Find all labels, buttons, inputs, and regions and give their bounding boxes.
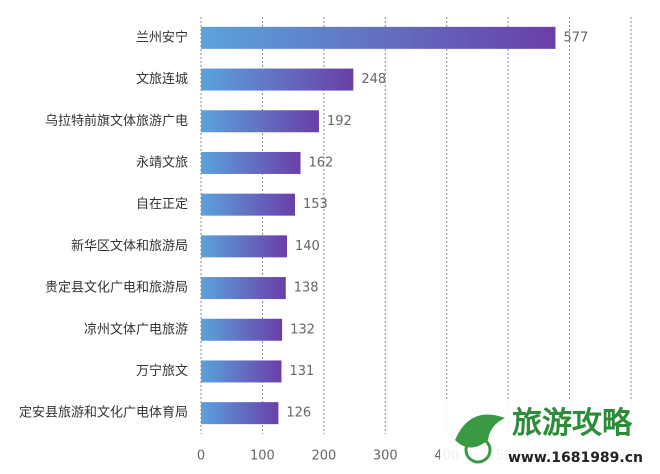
y-tick-label: 凉州文体广电旅游 (84, 322, 188, 337)
bar (201, 402, 279, 425)
value-label: 162 (309, 155, 334, 170)
value-label: 126 (286, 406, 311, 421)
bar (201, 26, 556, 49)
x-tick-label: 300 (373, 449, 398, 464)
y-tick-label: 永靖文旅 (136, 155, 188, 170)
bar (201, 68, 354, 91)
y-tick-label: 自在正定 (136, 197, 188, 212)
value-label: 131 (289, 364, 314, 379)
value-label: 132 (290, 322, 315, 337)
x-tick-label: 100 (250, 449, 275, 464)
watermark-icon (464, 436, 492, 464)
y-tick-label: 兰州安宁 (136, 29, 188, 45)
bar (201, 110, 319, 133)
value-label: 192 (327, 114, 352, 129)
x-tick-label: 0 (197, 449, 205, 464)
bar (201, 151, 301, 174)
bar (201, 318, 283, 341)
value-label: 577 (563, 30, 588, 45)
y-tick-label: 乌拉特前旗文体旅游广电 (45, 113, 188, 129)
value-label: 140 (295, 239, 320, 254)
bar (201, 193, 295, 216)
bar (201, 235, 287, 258)
watermark-url: www.1681989.cn (508, 450, 643, 466)
watermark-title: 旅游攻略 (512, 406, 633, 441)
value-label: 248 (361, 72, 386, 87)
value-label: 138 (294, 281, 319, 296)
y-tick-label: 定安县旅游和文化广电体育局 (19, 405, 188, 421)
watermark-icon (455, 414, 505, 448)
watermark: 旅游攻略 www.1681989.cn (440, 400, 660, 474)
y-tick-label: 新华区文体和旅游局 (71, 238, 188, 254)
y-tick-label: 贵定县文化广电和旅游局 (45, 281, 188, 296)
bar (201, 360, 282, 383)
y-tick-label: 万宁旅文 (136, 363, 188, 379)
value-label: 153 (303, 197, 328, 212)
y-tick-label: 文旅连城 (136, 71, 188, 87)
x-tick-label: 200 (311, 449, 336, 464)
bar (201, 277, 286, 300)
